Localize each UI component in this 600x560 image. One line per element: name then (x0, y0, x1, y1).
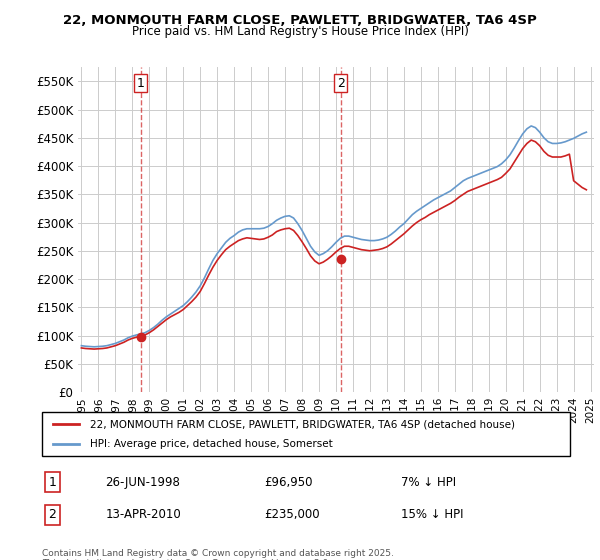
Text: 26-JUN-1998: 26-JUN-1998 (106, 475, 180, 488)
Text: Contains HM Land Registry data © Crown copyright and database right 2025.
This d: Contains HM Land Registry data © Crown c… (42, 549, 394, 560)
Text: 1: 1 (137, 77, 145, 90)
Text: Price paid vs. HM Land Registry's House Price Index (HPI): Price paid vs. HM Land Registry's House … (131, 25, 469, 38)
Text: 2: 2 (337, 77, 344, 90)
Text: 22, MONMOUTH FARM CLOSE, PAWLETT, BRIDGWATER, TA6 4SP (detached house): 22, MONMOUTH FARM CLOSE, PAWLETT, BRIDGW… (89, 419, 515, 429)
Text: 22, MONMOUTH FARM CLOSE, PAWLETT, BRIDGWATER, TA6 4SP: 22, MONMOUTH FARM CLOSE, PAWLETT, BRIDGW… (63, 14, 537, 27)
Text: £96,950: £96,950 (264, 475, 312, 488)
Text: £235,000: £235,000 (264, 508, 319, 521)
Text: HPI: Average price, detached house, Somerset: HPI: Average price, detached house, Some… (89, 439, 332, 449)
Text: 1: 1 (49, 475, 56, 488)
FancyBboxPatch shape (42, 412, 570, 456)
Text: 15% ↓ HPI: 15% ↓ HPI (401, 508, 464, 521)
Text: 7% ↓ HPI: 7% ↓ HPI (401, 475, 456, 488)
Text: 2: 2 (49, 508, 56, 521)
Text: 13-APR-2010: 13-APR-2010 (106, 508, 181, 521)
